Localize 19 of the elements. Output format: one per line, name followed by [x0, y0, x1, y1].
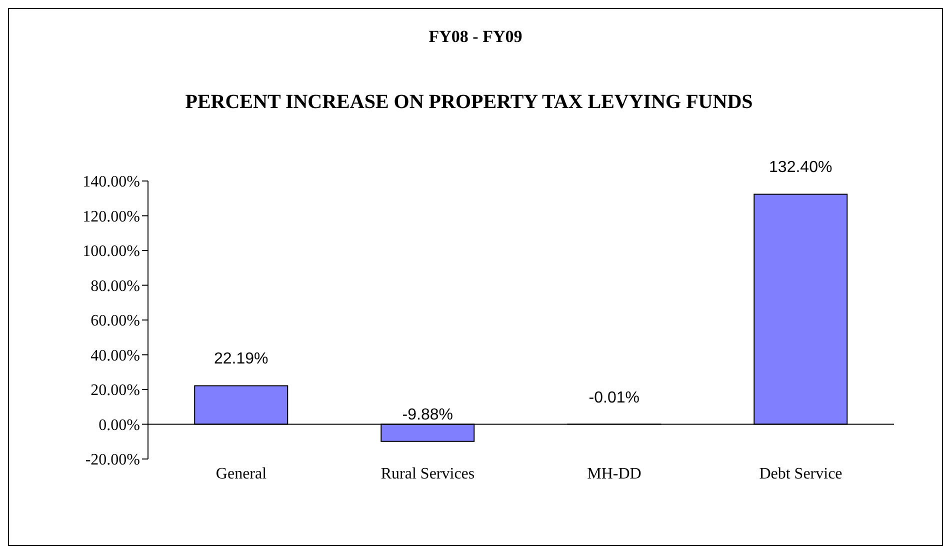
x-tick-label: MH-DD: [587, 465, 642, 482]
chart-title: FY08 - FY09: [428, 27, 524, 47]
x-tick-label: Rural Services: [380, 465, 475, 482]
chart-subtitle: PERCENT INCREASE ON PROPERTY TAX LEVYING FUNDS: [184, 90, 754, 115]
x-tick-label: Debt Service: [759, 465, 842, 482]
data-label: 22.19%: [214, 350, 268, 368]
y-tick-label: -20.00%: [85, 452, 140, 469]
data-label: -9.88%: [402, 406, 453, 424]
y-tick-label: 20.00%: [90, 382, 140, 400]
x-tick-label: General: [216, 465, 268, 482]
y-tick-label: 0.00%: [98, 416, 140, 434]
y-tick-label: 40.00%: [90, 347, 140, 364]
y-tick-label: 100.00%: [82, 243, 140, 260]
y-tick-label: 120.00%: [82, 208, 140, 226]
y-tick-label: 80.00%: [90, 278, 140, 295]
data-label: 132.40%: [769, 159, 832, 176]
y-tick-label: 140.00%: [82, 174, 140, 191]
data-label: -0.01%: [588, 389, 640, 406]
y-tick-label: 60.00%: [90, 312, 140, 330]
